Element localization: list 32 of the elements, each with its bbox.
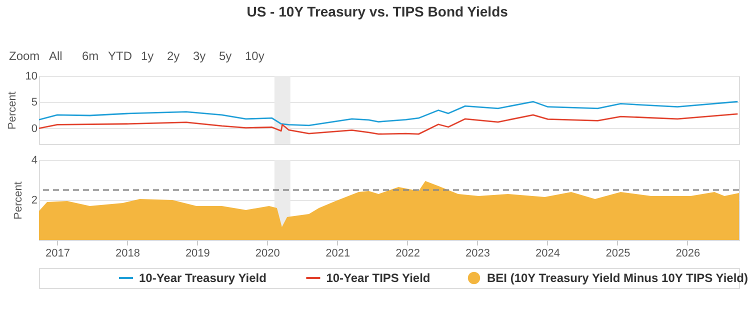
text: Zoom (9, 49, 40, 63)
text: 2y (167, 49, 180, 63)
text: 1y (141, 49, 154, 63)
x-tick-label: 2026 (676, 248, 700, 260)
x-tick-label: 2017 (45, 248, 70, 260)
line-series (39, 113, 738, 135)
legend-label: 10-Year Treasury Yield (139, 271, 266, 285)
text: 10y (245, 49, 264, 63)
y-tick-label: 5 (31, 96, 38, 109)
text: 3y (193, 49, 206, 63)
x-tick-label: 2020 (255, 248, 280, 260)
y-tick-label: 4 (31, 154, 38, 166)
legend-label: BEI (10Y Treasury Yield Minus 10Y TIPS Yield) (487, 271, 748, 285)
y-tick-label: 10 (25, 70, 38, 82)
line-series (39, 100, 738, 126)
x-tick-label: 2019 (185, 248, 210, 260)
legend-label: 10-Year TIPS Yield (326, 271, 430, 285)
y-axis-title: Percent (6, 92, 18, 130)
text: YTD (108, 49, 132, 63)
y-axis-title: Percent (12, 182, 24, 220)
chart-title: US - 10Y Treasury vs. TIPS Bond Yields (246, 4, 508, 20)
text: 6m (82, 49, 99, 63)
x-tick-label: 2024 (536, 248, 560, 260)
x-tick-label: 2023 (466, 248, 490, 260)
text: 5y (219, 49, 232, 63)
y-tick-label: 2 (31, 194, 38, 206)
x-tick-label: 2018 (115, 248, 140, 260)
x-tick-label: 2025 (606, 248, 630, 260)
x-tick-label: 2021 (326, 248, 350, 260)
text: All (49, 49, 62, 63)
x-tick-label: 2022 (396, 248, 420, 260)
y-tick-label: 0 (31, 122, 38, 135)
